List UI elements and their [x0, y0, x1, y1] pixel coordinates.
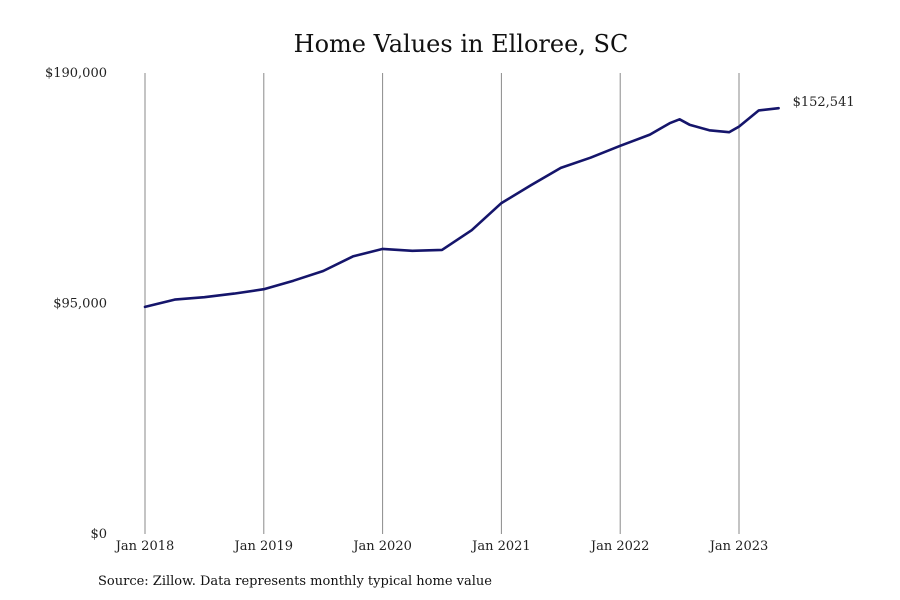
x-tick-label: Jan 2019 — [233, 539, 294, 554]
series-line — [143, 106, 780, 309]
x-tick-label: Jan 2020 — [351, 539, 412, 554]
y-axis-ticks: $0 $95,000 $190,000 — [45, 66, 107, 542]
series-layer: $152,541 — [143, 95, 855, 309]
x-tick-label: Jan 2023 — [708, 539, 769, 554]
x-tick-label: Jan 2021 — [470, 539, 531, 554]
x-tick-label: Jan 2022 — [589, 539, 650, 554]
y-tick-label: $0 — [90, 527, 107, 542]
series-end-label: $152,541 — [793, 95, 855, 110]
x-gridlines — [144, 73, 740, 534]
y-tick-label: $190,000 — [45, 66, 107, 81]
chart-title: Home Values in Elloree, SC — [294, 30, 629, 58]
x-tick-label: Jan 2018 — [114, 539, 175, 554]
x-axis-ticks: Jan 2018 Jan 2019 Jan 2020 Jan 2021 Jan 2022… — [114, 539, 769, 554]
source-note: Source: Zillow. Data represents monthly … — [98, 574, 492, 589]
y-tick-label: $95,000 — [53, 297, 107, 312]
